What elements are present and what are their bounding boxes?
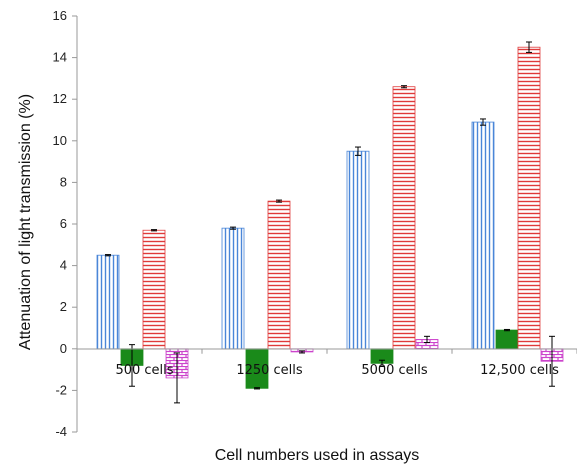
error-bar-series2-1 bbox=[129, 344, 135, 387]
error-bar-series3-3 bbox=[401, 85, 407, 89]
error-bar-series1-1 bbox=[105, 254, 111, 257]
error-bar-series4-2 bbox=[299, 350, 305, 354]
y-tick-label: -4 bbox=[55, 424, 67, 439]
error-bar-series3-2 bbox=[276, 199, 282, 203]
error-bar-series3-1 bbox=[151, 229, 157, 232]
bar-series3-3 bbox=[392, 86, 416, 350]
category-label: 500 cells bbox=[115, 363, 173, 378]
category-label: 1250 cells bbox=[236, 363, 303, 378]
error-bar-series4-3 bbox=[424, 335, 430, 344]
error-bar-series2-4 bbox=[504, 328, 510, 332]
errorbars-layer bbox=[105, 41, 555, 404]
error-bar-series1-2 bbox=[230, 226, 236, 230]
y-tick-label: 16 bbox=[53, 8, 67, 23]
bar-series3-2 bbox=[267, 200, 291, 350]
y-tick-label: -2 bbox=[55, 382, 67, 397]
bars-layer bbox=[96, 46, 564, 389]
bar-series1-2 bbox=[221, 227, 245, 350]
y-tick-label: 12 bbox=[53, 91, 67, 106]
y-tick-label: 10 bbox=[53, 133, 67, 148]
y-tick-label: 6 bbox=[60, 216, 67, 231]
category-labels: 500 cells 1250 cells 5000 cells 12,500 cell… bbox=[115, 363, 559, 378]
error-bar-series1-4 bbox=[480, 118, 486, 126]
category-label: 5000 cells bbox=[361, 363, 428, 378]
y-tick-label: 4 bbox=[60, 258, 67, 273]
y-tick-label: 8 bbox=[60, 174, 67, 189]
x-axis-title: Cell numbers used in assays bbox=[215, 447, 420, 464]
y-ticks: -4 -2 0 2 4 6 8 10 12 14 16 bbox=[53, 8, 577, 439]
bar-series3-4 bbox=[517, 46, 541, 350]
y-tick-label: 14 bbox=[53, 50, 67, 65]
error-bar-series4-1 bbox=[174, 352, 180, 404]
y-axis-title: Attenuation of light transmission (%) bbox=[17, 94, 34, 350]
error-bar-series2-3 bbox=[379, 359, 385, 367]
bar-series1-1 bbox=[96, 254, 120, 350]
y-tick-label: 2 bbox=[60, 299, 67, 314]
bar-series1-3 bbox=[346, 150, 370, 350]
bar-series2-4 bbox=[495, 329, 519, 350]
y-tick-label: 0 bbox=[60, 341, 67, 356]
error-bar-series1-3 bbox=[355, 146, 361, 156]
error-bar-series2-2 bbox=[254, 387, 260, 390]
error-bar-series3-4 bbox=[526, 41, 532, 53]
error-bar-series4-4 bbox=[549, 335, 555, 387]
category-label: 12,500 cells bbox=[480, 363, 559, 378]
bar-series3-1 bbox=[142, 229, 166, 350]
bar-series1-4 bbox=[471, 121, 495, 350]
